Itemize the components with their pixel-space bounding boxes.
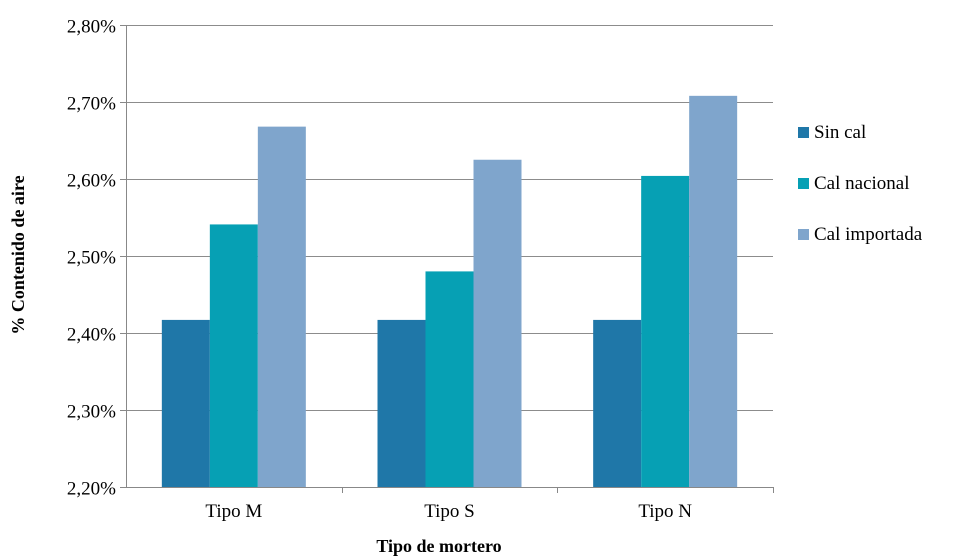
legend-swatch xyxy=(798,229,809,240)
legend: Sin cal Cal nacional Cal importada xyxy=(798,122,923,245)
axes xyxy=(126,25,773,488)
bar-cal-importada-2 xyxy=(689,95,738,487)
x-tick-label: Tipo N xyxy=(638,501,692,522)
y-axis-title: % Contenido de aire xyxy=(8,175,28,334)
bar-cal-importada-1 xyxy=(473,159,522,487)
legend-label: Cal nacional xyxy=(814,173,910,194)
y-tick-label: 2,60% xyxy=(67,171,116,192)
legend-label: Sin cal xyxy=(814,122,866,143)
y-tick-label: 2,50% xyxy=(67,248,116,269)
y-tick-labels: 2,20% 2,30% 2,40% 2,50% 2,60% 2,70% 2,80% xyxy=(67,17,126,500)
bar-cal-nacional-1 xyxy=(425,271,474,487)
bar-cal-importada-0 xyxy=(257,126,306,487)
y-tick-label: 2,70% xyxy=(67,94,116,115)
x-axis-title: Tipo de mortero xyxy=(376,536,501,556)
bar-sin-cal-2 xyxy=(593,319,642,487)
y-tick-label: 2,80% xyxy=(67,17,116,38)
bar-sin-cal-0 xyxy=(161,319,210,487)
y-tick-label: 2,30% xyxy=(67,402,116,423)
legend-label: Cal importada xyxy=(814,224,923,245)
x-tick-label: Tipo M xyxy=(205,501,262,522)
x-tick-label: Tipo S xyxy=(424,501,475,522)
bar-cal-nacional-0 xyxy=(209,224,258,487)
y-tick-label: 2,40% xyxy=(67,325,116,346)
bar-sin-cal-1 xyxy=(377,319,426,487)
bar-cal-nacional-2 xyxy=(641,175,690,488)
y-tick-label: 2,20% xyxy=(67,479,116,500)
bar-group xyxy=(161,95,738,488)
legend-swatch xyxy=(798,127,809,138)
legend-swatch xyxy=(798,178,809,189)
x-tick-labels: Tipo M Tipo S Tipo N xyxy=(205,487,774,522)
